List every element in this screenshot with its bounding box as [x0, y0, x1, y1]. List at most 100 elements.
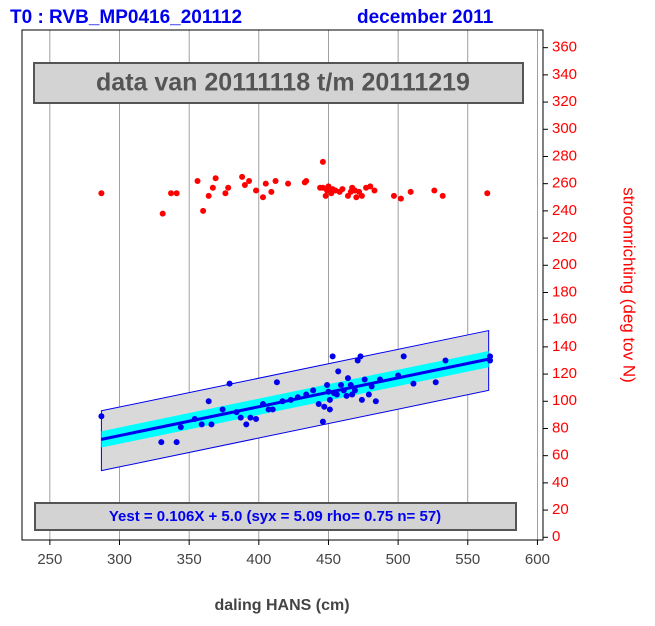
point	[265, 406, 272, 413]
point	[325, 388, 332, 395]
point	[243, 421, 250, 428]
point	[358, 192, 365, 199]
y-tick-label: 20	[552, 501, 569, 518]
x-tick-label: 300	[107, 551, 132, 568]
point	[326, 406, 333, 413]
point	[205, 192, 212, 199]
point	[400, 353, 407, 360]
point	[279, 398, 286, 405]
point	[158, 439, 165, 446]
x-tick-label: 550	[455, 551, 480, 568]
point	[241, 182, 248, 189]
point	[168, 190, 175, 197]
x-axis-label: daling HANS (cm)	[214, 597, 349, 614]
point	[410, 380, 417, 387]
x-tick-label: 450	[316, 551, 341, 568]
x-tick-label: 600	[525, 551, 550, 568]
point	[372, 398, 379, 405]
y-tick-label: 0	[552, 528, 560, 545]
point	[177, 424, 184, 431]
point	[358, 396, 365, 403]
point	[191, 415, 198, 422]
point	[371, 187, 378, 194]
point	[273, 379, 280, 386]
point	[98, 190, 105, 197]
point	[303, 391, 310, 398]
y-axis-label: stroomrichting (deg tov N)	[620, 187, 639, 383]
y-tick-label: 160	[552, 311, 577, 328]
y-tick-label: 340	[552, 66, 577, 83]
point	[237, 414, 244, 421]
point	[431, 187, 438, 194]
point	[439, 192, 446, 199]
point	[351, 387, 358, 394]
point	[198, 421, 205, 428]
y-tick-label: 260	[552, 175, 577, 192]
plot-border	[21, 29, 544, 541]
chart-title: T0 : RVB_MP0416_201112	[10, 7, 242, 28]
point	[212, 175, 219, 182]
y-tick-label: 360	[552, 39, 577, 56]
point	[259, 401, 266, 407]
y-tick-label: 300	[552, 120, 577, 137]
point	[365, 391, 372, 398]
point	[159, 210, 166, 217]
y-tick-label: 240	[552, 202, 577, 219]
point	[335, 368, 342, 375]
chart-subtitle: december 2011	[357, 7, 494, 28]
period-box	[33, 62, 524, 104]
y-tick-label: 100	[552, 392, 577, 409]
point	[353, 194, 360, 201]
y-tick-label: 180	[552, 283, 577, 300]
point	[233, 409, 240, 416]
point	[98, 413, 105, 420]
point	[329, 353, 336, 360]
point	[367, 183, 374, 190]
point	[340, 387, 347, 394]
period-label: data van 20111118 t/m 20111219	[96, 69, 470, 97]
point	[247, 414, 254, 421]
y-tick-label: 120	[552, 365, 577, 382]
point	[407, 188, 414, 195]
y-tick-label: 80	[552, 419, 569, 436]
point	[333, 391, 340, 398]
point	[395, 372, 402, 379]
point	[397, 195, 404, 202]
point	[361, 376, 368, 383]
y-tick-label: 220	[552, 229, 577, 246]
point	[319, 418, 326, 425]
point	[303, 177, 310, 184]
point	[253, 187, 260, 194]
y-tick-label: 40	[552, 474, 569, 491]
point	[339, 186, 346, 193]
x-tick-label: 500	[386, 551, 411, 568]
point	[310, 387, 317, 394]
point	[269, 406, 276, 413]
point	[487, 357, 494, 364]
point	[321, 403, 328, 410]
point	[315, 401, 322, 407]
point	[225, 184, 232, 191]
point	[262, 180, 269, 187]
point	[208, 421, 215, 428]
point	[294, 394, 301, 401]
point	[347, 381, 354, 388]
point	[205, 398, 212, 405]
y-tick-label: 200	[552, 256, 577, 273]
point	[200, 207, 207, 214]
point	[484, 190, 491, 197]
point	[319, 158, 326, 165]
point	[368, 383, 375, 390]
point	[173, 190, 180, 197]
point	[377, 376, 384, 383]
point	[272, 177, 279, 184]
point	[338, 381, 345, 388]
point	[268, 188, 275, 195]
point	[344, 375, 351, 382]
point	[287, 396, 294, 403]
point	[390, 192, 397, 199]
x-tick-label: 250	[37, 551, 62, 568]
point	[219, 406, 226, 413]
point	[322, 192, 329, 199]
